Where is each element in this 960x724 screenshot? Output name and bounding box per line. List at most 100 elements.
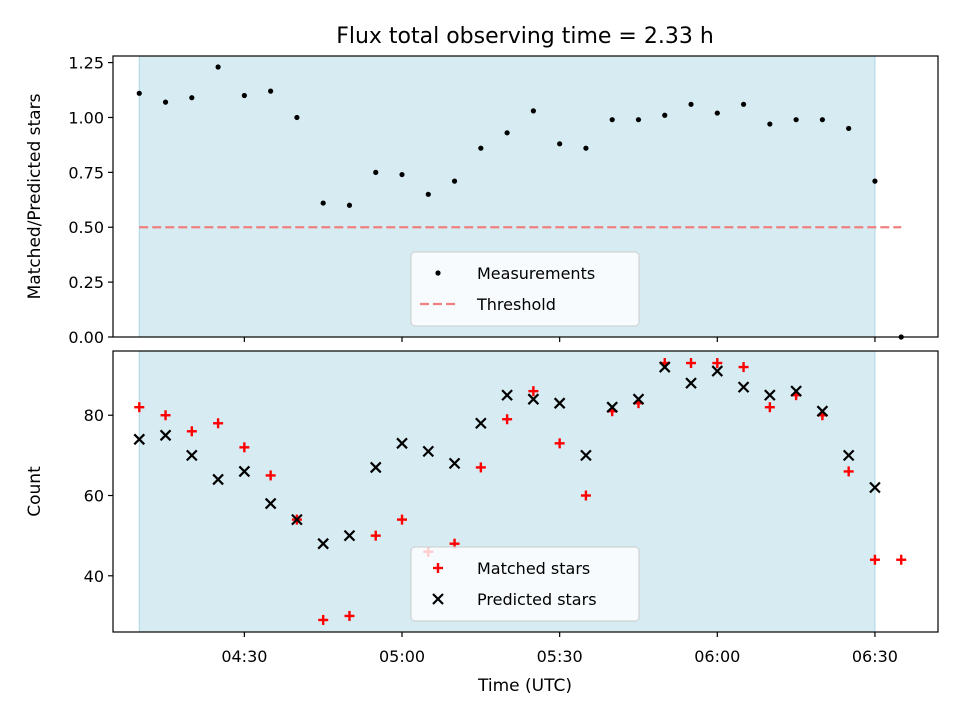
matched-star-point: [554, 438, 565, 449]
measurement-point: [215, 64, 221, 70]
predicted-star-point: [317, 537, 329, 550]
measurement-point: [530, 108, 536, 114]
legend-label: Predicted stars: [477, 590, 597, 609]
predicted-star-point: [816, 405, 829, 417]
top-y-tick-label: 1.00: [68, 108, 104, 127]
predicted-star-point: [764, 389, 776, 401]
measurement-point: [688, 101, 694, 107]
legend-label: Matched stars: [477, 559, 590, 578]
matched-star-point: [213, 418, 224, 429]
measurement-point: [662, 112, 668, 118]
predicted-star-point: [291, 513, 303, 526]
legend-label: Measurements: [477, 264, 595, 283]
matched-star-point: [843, 466, 854, 477]
predicted-star-point: [343, 529, 356, 542]
legend-marker-matched: [433, 563, 443, 573]
predicted-star-point: [264, 497, 277, 510]
bottom-y-axis-label: Count: [25, 466, 45, 517]
measurement-point: [189, 95, 195, 101]
measurement-point: [714, 110, 720, 116]
bottom-legend: Matched stars Predicted stars: [410, 546, 640, 622]
measurement-point: [793, 117, 799, 123]
bottom-panel: 40 60 80 04:30 05:00 05:30 06:00 06:30 Count Matc…: [25, 350, 939, 666]
predicted-star-point: [501, 389, 513, 401]
x-axis-label: Time (UTC): [477, 676, 572, 696]
measurement-point: [162, 99, 169, 105]
predicted-star-point: [448, 457, 461, 470]
top-axes-frame: [112, 55, 939, 338]
measurement-point: [136, 90, 142, 96]
measurement-point: [478, 145, 484, 151]
predicted-star-point: [422, 445, 435, 458]
top-y-tick-label: 1.25: [68, 54, 104, 73]
predicted-star-point: [238, 465, 251, 478]
measurement-point: [320, 200, 326, 206]
legend-marker-predicted: [432, 593, 444, 605]
predicted-star-point: [842, 449, 855, 462]
predicted-star-point: [212, 473, 224, 486]
predicted-star-point: [186, 449, 198, 462]
measurement-point: [268, 88, 274, 94]
measurement-point: [819, 117, 825, 123]
x-tick-label: 06:00: [694, 647, 740, 666]
predicted-star-point: [790, 385, 802, 397]
predicted-star-point: [632, 393, 645, 405]
matched-star-point: [502, 414, 513, 425]
predicted-star-point: [396, 437, 408, 450]
predicted-star-point: [475, 417, 487, 430]
bottom-axes-frame: [112, 350, 939, 633]
matched-star-point: [896, 554, 907, 565]
measurement-point: [740, 101, 747, 107]
predicted-star-point: [658, 361, 671, 373]
matched-star-point: [134, 402, 145, 413]
bottom-y-tick-label: 60: [84, 487, 104, 506]
matched-star-point: [344, 610, 355, 621]
measurement-point: [583, 145, 589, 151]
legend-marker-measurements: [435, 270, 441, 276]
matched-star-point: [186, 426, 197, 437]
top-y-tick-label: 0.75: [68, 163, 104, 182]
matched-star-point: [160, 410, 171, 421]
matched-star-point: [580, 490, 591, 501]
matched-star-point: [686, 358, 697, 369]
top-legend: Measurements Threshold: [410, 251, 640, 327]
matched-star-point: [738, 362, 749, 373]
x-tick-label: 05:00: [379, 647, 425, 666]
bottom-y-tick-label: 40: [84, 567, 104, 586]
measurement-point: [373, 169, 379, 175]
top-panel: 0.00 0.25 0.50 0.75 1.00 1.25 Matched/Predicte…: [25, 54, 939, 347]
matched-star-point: [528, 386, 539, 397]
matched-star-point: [370, 530, 381, 541]
top-y-tick-label: 0.25: [68, 273, 104, 292]
measurement-point: [346, 202, 353, 208]
x-tick-label: 06:30: [852, 647, 898, 666]
matched-star-point: [265, 470, 276, 481]
legend-label: Threshold: [476, 295, 556, 314]
measurement-point: [872, 178, 878, 184]
matched-star-point: [239, 442, 250, 453]
matched-star-point: [869, 554, 880, 565]
bottom-y-tick-label: 80: [84, 406, 104, 425]
measurement-point: [425, 191, 431, 197]
legend-box: [410, 251, 640, 327]
measurement-point: [451, 178, 458, 184]
predicted-star-point: [527, 393, 540, 405]
measurement-point: [609, 117, 615, 123]
matched-star-point: [475, 462, 486, 473]
predicted-star-point: [369, 461, 382, 474]
predicted-star-point: [685, 377, 697, 389]
predicted-star-point: [580, 449, 592, 462]
measurement-point: [399, 171, 405, 178]
matched-star-point: [712, 358, 723, 369]
measurement-point: [557, 141, 563, 147]
predicted-star-point: [553, 397, 566, 409]
measurement-point: [504, 130, 510, 136]
top-y-tick-label: 0.50: [68, 218, 104, 237]
predicted-star-point: [133, 433, 146, 446]
chart-title: Flux total observing time = 2.33 h: [336, 24, 714, 49]
measurement-point: [635, 117, 642, 123]
x-tick-label: 04:30: [221, 647, 267, 666]
matched-star-point: [397, 514, 408, 525]
